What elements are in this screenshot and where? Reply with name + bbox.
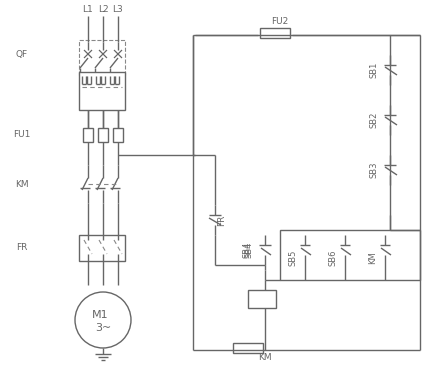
Text: FU2: FU2 <box>271 17 288 27</box>
Text: SB6: SB6 <box>328 250 337 266</box>
Bar <box>259 28 289 38</box>
Text: 3~: 3~ <box>95 323 111 333</box>
Text: SB4: SB4 <box>244 242 253 258</box>
Bar <box>98 128 108 142</box>
Text: SB2: SB2 <box>369 112 378 128</box>
Text: L2: L2 <box>98 6 108 14</box>
Text: SB4: SB4 <box>242 242 251 258</box>
Text: KM: KM <box>15 180 29 190</box>
Bar <box>83 128 93 142</box>
Text: SB3: SB3 <box>369 162 378 178</box>
Bar <box>113 128 123 142</box>
Text: L3: L3 <box>112 6 123 14</box>
Bar <box>247 290 275 308</box>
Bar <box>79 235 125 261</box>
Bar <box>233 343 262 353</box>
Bar <box>280 230 419 280</box>
Text: L1: L1 <box>83 6 93 14</box>
Text: KM: KM <box>258 354 271 362</box>
Text: FU1: FU1 <box>13 130 31 139</box>
Bar <box>79 72 125 110</box>
Bar <box>79 40 125 76</box>
Text: FR: FR <box>217 214 226 226</box>
Text: KM: KM <box>368 252 377 265</box>
Text: FR: FR <box>16 243 28 252</box>
Text: SB5: SB5 <box>288 250 297 266</box>
Text: QF: QF <box>16 50 28 60</box>
Text: SB1: SB1 <box>369 62 378 78</box>
Text: M1: M1 <box>92 310 108 320</box>
